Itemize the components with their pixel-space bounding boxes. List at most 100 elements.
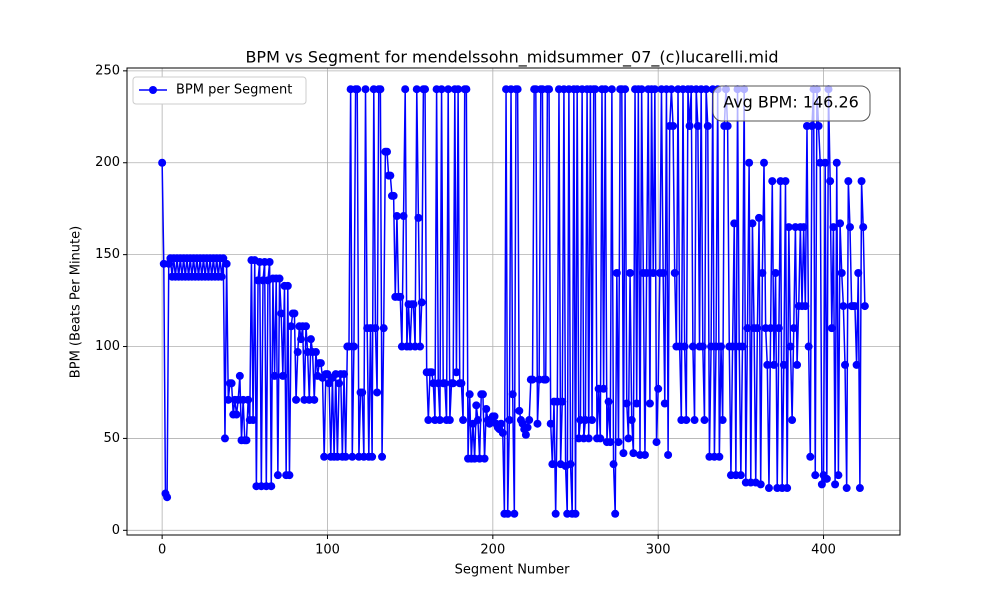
data-point xyxy=(860,302,869,311)
data-point xyxy=(669,121,678,130)
y-tick-label: 200 xyxy=(95,155,120,170)
data-point xyxy=(235,371,244,380)
data-point xyxy=(817,480,826,489)
data-point xyxy=(801,302,810,311)
x-tick-label: 0 xyxy=(158,543,166,558)
data-point xyxy=(664,450,673,459)
data-point xyxy=(541,375,550,384)
data-point xyxy=(609,460,618,469)
data-point xyxy=(779,360,788,369)
data-point xyxy=(444,85,453,94)
data-point xyxy=(457,379,466,388)
data-point xyxy=(839,302,848,311)
data-point xyxy=(473,416,482,425)
y-tick-label: 0 xyxy=(112,523,120,538)
annotation-box xyxy=(712,85,871,122)
data-point xyxy=(859,223,868,232)
data-point xyxy=(545,85,554,94)
plot-frame xyxy=(126,67,901,536)
data-point xyxy=(702,85,711,94)
data-point xyxy=(857,177,866,186)
data-point xyxy=(827,324,836,333)
data-point xyxy=(361,85,370,94)
data-point xyxy=(604,397,613,406)
data-point xyxy=(311,348,320,357)
data-point xyxy=(804,342,813,351)
data-point xyxy=(290,309,299,318)
data-point xyxy=(548,460,557,469)
data-point xyxy=(811,471,820,480)
data-point xyxy=(654,384,663,393)
data-point xyxy=(244,395,253,404)
data-point xyxy=(601,85,610,94)
data-point xyxy=(421,85,430,94)
data-point xyxy=(627,416,636,425)
legend-marker xyxy=(149,86,157,94)
data-point xyxy=(788,416,797,425)
data-point xyxy=(285,471,294,480)
data-point xyxy=(588,416,597,425)
axes: 0 100 200 300 400 0 50 100 150 200 250 xyxy=(95,63,836,557)
data-point xyxy=(659,269,668,278)
data-point xyxy=(842,484,851,493)
data-point xyxy=(852,360,861,369)
data-point xyxy=(275,274,284,283)
data-point xyxy=(690,416,699,425)
data-point xyxy=(521,430,530,439)
data-point xyxy=(546,419,555,428)
data-point xyxy=(584,434,593,443)
data-point xyxy=(763,360,772,369)
data-point xyxy=(766,324,775,333)
data-point xyxy=(523,423,532,432)
y-tick-label: 50 xyxy=(103,431,120,446)
data-point xyxy=(462,85,471,94)
data-point xyxy=(703,121,712,130)
x-tick-label: 100 xyxy=(315,543,340,558)
data-point xyxy=(427,368,436,377)
data-point xyxy=(799,223,808,232)
data-point xyxy=(624,434,633,443)
data-point xyxy=(513,85,522,94)
data-point xyxy=(277,309,286,318)
data-point xyxy=(728,342,737,351)
data-point xyxy=(632,399,641,408)
data-point xyxy=(371,324,380,333)
data-point xyxy=(510,509,519,518)
data-point xyxy=(297,335,306,344)
data-point xyxy=(607,85,616,94)
data-point xyxy=(789,324,798,333)
data-point xyxy=(528,375,537,384)
data-point xyxy=(220,434,229,443)
data-point xyxy=(755,213,764,222)
legend-label: BPM per Segment xyxy=(176,83,292,98)
data-point xyxy=(270,371,279,380)
y-tick-label: 100 xyxy=(95,339,120,354)
data-point xyxy=(227,379,236,388)
data-point xyxy=(783,484,792,493)
data-point xyxy=(306,335,315,344)
x-tick-label: 300 xyxy=(646,543,671,558)
data-point xyxy=(652,438,661,447)
data-point xyxy=(401,85,410,94)
data-point xyxy=(376,85,385,94)
data-point xyxy=(717,342,726,351)
data-point xyxy=(784,223,793,232)
data-point xyxy=(606,438,615,447)
data-point xyxy=(452,368,461,377)
data-point xyxy=(440,379,449,388)
data-point xyxy=(482,405,491,414)
data-point xyxy=(764,484,773,493)
data-point xyxy=(349,342,358,351)
data-point xyxy=(822,474,831,483)
data-point xyxy=(718,416,727,425)
data-point xyxy=(316,359,325,368)
legend: BPM per Segment xyxy=(132,76,307,105)
data-point xyxy=(700,416,709,425)
data-point xyxy=(640,450,649,459)
data-point xyxy=(650,85,659,94)
data-point xyxy=(748,219,757,228)
data-point xyxy=(454,85,463,94)
data-point xyxy=(698,342,707,351)
data-point xyxy=(508,390,517,399)
data-point xyxy=(612,269,621,278)
